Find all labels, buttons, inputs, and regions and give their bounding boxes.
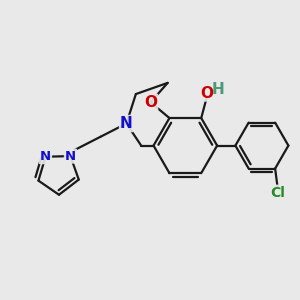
Text: O: O — [144, 95, 157, 110]
Text: O: O — [201, 85, 214, 100]
Text: Cl: Cl — [271, 186, 286, 200]
Text: H: H — [212, 82, 225, 97]
Text: N: N — [65, 150, 76, 163]
Text: N: N — [40, 150, 51, 163]
Text: N: N — [120, 116, 133, 131]
